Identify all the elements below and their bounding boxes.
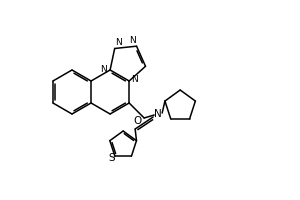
Text: N: N	[129, 36, 136, 45]
Text: S: S	[109, 153, 115, 163]
Text: N: N	[115, 38, 122, 47]
Text: N: N	[100, 64, 107, 73]
Text: O: O	[133, 116, 141, 126]
Text: N: N	[154, 109, 162, 119]
Text: N: N	[131, 75, 138, 84]
